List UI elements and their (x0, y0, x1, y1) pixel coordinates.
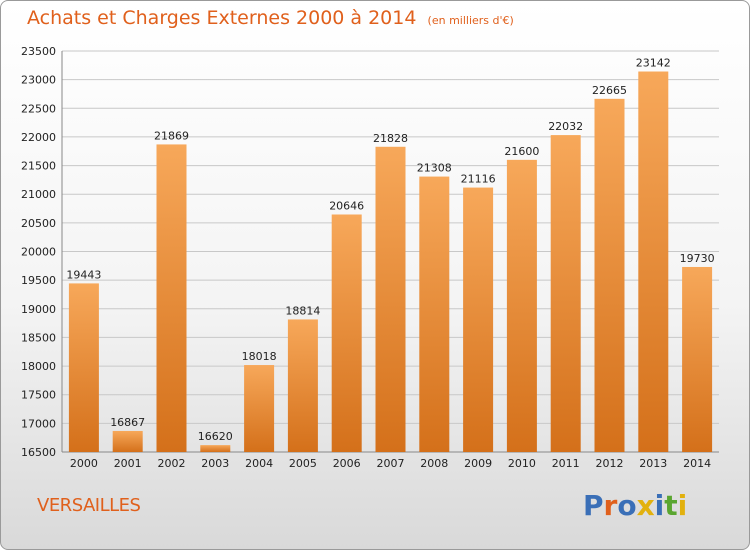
y-tick-label: 19500 (21, 274, 56, 287)
x-tick-label: 2013 (639, 457, 667, 470)
data-label: 16867 (110, 416, 145, 429)
x-tick-label: 2000 (70, 457, 98, 470)
logo-letter: x (636, 489, 655, 522)
bar (331, 214, 362, 452)
bar (244, 365, 275, 452)
data-label: 20646 (329, 199, 364, 212)
bar (506, 159, 537, 453)
logo-letter: t (664, 489, 678, 522)
x-tick-label: 2012 (596, 457, 624, 470)
x-tick-label: 2007 (377, 457, 405, 470)
x-axis: 2000 2001 2002 2003 2004 2005 2006 2007 2008 2009… (70, 457, 711, 470)
title-main: Achats et Charges Externes 2000 à 2014 (27, 7, 417, 29)
logo-letter: P (583, 489, 604, 522)
data-label: 21828 (373, 132, 408, 145)
bar (112, 430, 143, 452)
bar (463, 187, 494, 452)
city-name: VERSAILLES (37, 495, 141, 516)
x-tick-label: 2014 (683, 457, 711, 470)
y-tick-label: 22000 (21, 131, 56, 144)
bar (375, 146, 406, 452)
y-tick-label: 18500 (21, 331, 56, 344)
bars (68, 71, 713, 453)
data-label: 23142 (636, 57, 671, 70)
data-label: 19443 (66, 268, 101, 281)
data-labels: 19443 16867 21869 16620 18018 18814 20646 21828… (66, 57, 714, 444)
logo-letter: i (677, 489, 688, 522)
data-label: 21116 (461, 173, 496, 186)
logo-letter: r (603, 489, 618, 522)
y-tick-label: 19000 (21, 303, 56, 316)
x-tick-label: 2002 (158, 457, 186, 470)
chart-title: Achats et Charges Externes 2000 à 2014 (… (27, 7, 514, 29)
y-tick-label: 20000 (21, 246, 56, 259)
y-tick-label: 17000 (21, 417, 56, 430)
x-tick-label: 2001 (114, 457, 142, 470)
x-tick-label: 2003 (201, 457, 229, 470)
bar (682, 266, 713, 452)
data-label: 18018 (242, 350, 277, 363)
data-label: 21308 (417, 162, 452, 175)
bar (156, 144, 187, 453)
logo-letter: o (617, 489, 637, 522)
bar (550, 135, 581, 452)
x-tick-label: 2011 (552, 457, 580, 470)
bar (68, 283, 99, 452)
bar (638, 71, 669, 452)
y-tick-label: 17500 (21, 389, 56, 402)
logo-letter: i (654, 489, 665, 522)
bar (287, 319, 318, 452)
y-tick-label: 18000 (21, 360, 56, 373)
data-label: 18814 (285, 304, 320, 317)
data-label: 21600 (504, 145, 539, 158)
x-tick-label: 2006 (333, 457, 361, 470)
x-tick-label: 2004 (245, 457, 273, 470)
y-tick-label: 22500 (21, 102, 56, 115)
bar (419, 176, 450, 452)
x-tick-label: 2009 (464, 457, 492, 470)
x-tick-label: 2008 (420, 457, 448, 470)
x-tick-label: 2010 (508, 457, 536, 470)
bar (200, 445, 231, 452)
data-label: 19730 (680, 252, 715, 265)
y-tick-label: 21000 (21, 188, 56, 201)
data-label: 22665 (592, 84, 627, 97)
data-label: 21869 (154, 129, 189, 142)
y-tick-label: 23000 (21, 74, 56, 87)
data-label: 22032 (548, 120, 583, 133)
title-unit: (en milliers d'€) (427, 14, 514, 27)
y-tick-label: 16500 (21, 446, 56, 459)
y-tick-label: 21500 (21, 160, 56, 173)
y-tick-label: 23500 (21, 45, 56, 58)
x-tick-label: 2005 (289, 457, 317, 470)
data-label: 16620 (198, 430, 233, 443)
proxiti-logo[interactable]: Proxiti (583, 489, 687, 522)
bar (594, 98, 625, 453)
y-tick-label: 20500 (21, 217, 56, 230)
